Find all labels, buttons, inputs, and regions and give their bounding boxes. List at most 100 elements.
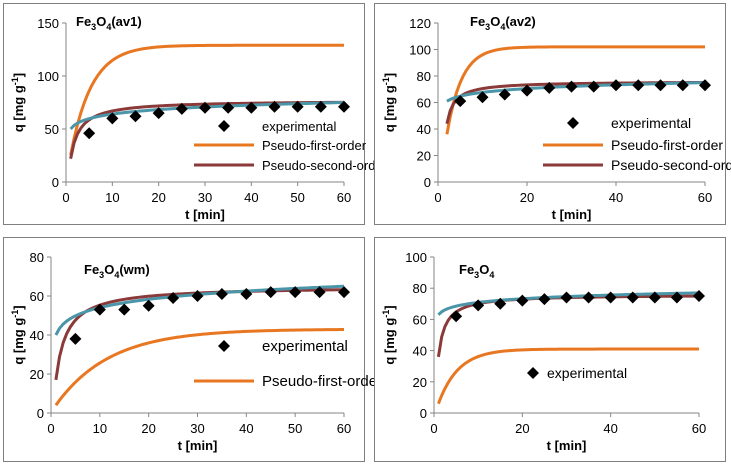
experimental-marker bbox=[215, 288, 228, 301]
chart-panel-fe3o4: 0 20 40 60 80 100 0 20 40 60 t [min] q [mg g-1] Fe3O… bbox=[374, 237, 726, 462]
experimental-marker bbox=[268, 100, 281, 113]
x-tick-label: 10 bbox=[105, 190, 119, 205]
experimental-marker bbox=[245, 101, 258, 114]
y-axis-label: q [mg g-1] bbox=[10, 305, 26, 364]
y-tick-label: 150 bbox=[37, 16, 59, 31]
experimental-marker bbox=[175, 102, 188, 115]
experimental-marker bbox=[543, 81, 556, 94]
legend-label: Pseudo-first-order bbox=[262, 373, 382, 390]
experimental-marker bbox=[106, 112, 119, 125]
legend-label: experimental bbox=[262, 119, 337, 134]
experimental-marker bbox=[191, 290, 204, 302]
chart-svg-av2: 0 20 40 60 80 100 120 0 20 40 60 t [min] q [mg g-1] F… bbox=[381, 14, 731, 222]
experimental-marker bbox=[264, 286, 277, 299]
experimental-marker bbox=[587, 80, 600, 93]
y-tick-label: 80 bbox=[30, 250, 44, 265]
x-tick-label: 0 bbox=[62, 190, 69, 205]
experimental-marker bbox=[693, 290, 705, 302]
chart-title: Fe3O4(av1) bbox=[76, 14, 142, 32]
pseudo-first-order-curve bbox=[54, 328, 345, 407]
x-tick-label: 30 bbox=[198, 190, 212, 205]
y-axis-label: q [mg g-1] bbox=[381, 305, 397, 364]
x-axis-label: t [min] bbox=[178, 438, 218, 453]
legend-label: Pseudo-second-order bbox=[611, 157, 731, 173]
chart-svg-av1: 0 50 100 150 0 10 20 30 40 50 60 t [min] q [mg g-1] F… bbox=[10, 14, 388, 222]
legend-label: Pseudo-first-order bbox=[611, 137, 723, 153]
x-tick-label: 40 bbox=[603, 421, 617, 436]
y-tick-label: 100 bbox=[405, 250, 427, 265]
legend-experimental-marker bbox=[218, 120, 230, 132]
experimental-marker bbox=[167, 291, 180, 304]
x-tick-label: 40 bbox=[244, 190, 258, 205]
experimental-marker bbox=[670, 291, 683, 304]
y-tick-label: 0 bbox=[424, 175, 431, 190]
experimental-marker bbox=[338, 100, 350, 113]
experimental-marker bbox=[222, 101, 235, 114]
experimental-marker bbox=[582, 291, 595, 304]
x-axis-label: t [min] bbox=[547, 438, 587, 453]
chart-title: Fe3O4(wm) bbox=[84, 262, 150, 280]
experimental-marker bbox=[93, 303, 106, 316]
experimental-marker bbox=[699, 79, 711, 92]
experimental-marker bbox=[118, 303, 131, 316]
legend-label: experimental bbox=[262, 338, 348, 355]
x-tick-label: 50 bbox=[290, 190, 304, 205]
experimental-marker bbox=[129, 110, 142, 123]
chart-panel-av1: 0 50 100 150 0 10 20 30 40 50 60 t [min] q [mg g-1] F… bbox=[3, 3, 388, 225]
experimental-marker bbox=[450, 310, 463, 323]
x-tick-label: 60 bbox=[337, 421, 351, 436]
experimental-marker bbox=[494, 297, 507, 310]
y-tick-label: 100 bbox=[37, 69, 59, 84]
x-tick-label: 0 bbox=[434, 190, 441, 205]
x-tick-label: 0 bbox=[47, 421, 54, 436]
chart-title: Fe3O4 bbox=[459, 262, 494, 280]
experimental-marker bbox=[313, 286, 326, 299]
x-tick-label: 20 bbox=[520, 190, 534, 205]
experimental-marker bbox=[604, 291, 617, 304]
x-tick-label: 60 bbox=[337, 190, 351, 205]
x-axis-label: t [min] bbox=[185, 207, 225, 222]
y-tick-label: 60 bbox=[417, 96, 431, 111]
experimental-marker bbox=[83, 127, 96, 140]
experimental-marker bbox=[199, 101, 211, 114]
y-tick-label: 20 bbox=[413, 375, 427, 390]
legend-label: Pseudo-second-order bbox=[262, 158, 388, 173]
experimental-marker bbox=[610, 79, 622, 92]
pseudo-first-order-curve bbox=[437, 347, 700, 405]
legend-label: experimental bbox=[611, 115, 691, 131]
x-tick-label: 10 bbox=[93, 421, 107, 436]
y-tick-label: 80 bbox=[417, 69, 431, 84]
experimental-marker bbox=[676, 79, 689, 92]
experimental-marker bbox=[69, 332, 82, 345]
legend-experimental-marker bbox=[567, 117, 579, 129]
y-tick-label: 40 bbox=[417, 122, 431, 137]
chart-svg-fe3o4: 0 20 40 60 80 100 0 20 40 60 t [min] q [mg g-1] Fe3O… bbox=[381, 250, 706, 453]
x-tick-label: 60 bbox=[692, 421, 706, 436]
y-tick-label: 50 bbox=[45, 122, 59, 137]
y-tick-label: 60 bbox=[413, 312, 427, 327]
x-tick-label: 50 bbox=[288, 421, 302, 436]
experimental-marker bbox=[626, 291, 639, 304]
y-tick-label: 120 bbox=[409, 16, 431, 31]
y-tick-label: 20 bbox=[417, 149, 431, 164]
y-tick-label: 0 bbox=[37, 406, 44, 421]
experimental-marker bbox=[565, 80, 578, 93]
x-tick-label: 20 bbox=[141, 421, 155, 436]
experimental-marker bbox=[498, 88, 511, 101]
experimental-marker bbox=[560, 291, 573, 304]
legend-experimental-marker bbox=[218, 340, 230, 352]
experimental-marker bbox=[338, 286, 350, 299]
x-tick-label: 40 bbox=[239, 421, 253, 436]
experimental-marker bbox=[152, 107, 165, 120]
pseudo-first-order-curve bbox=[445, 45, 705, 135]
experimental-marker bbox=[654, 79, 667, 92]
y-tick-label: 0 bbox=[52, 175, 59, 190]
x-tick-label: 20 bbox=[515, 421, 529, 436]
pseudo-first-order-curve bbox=[69, 43, 345, 156]
x-tick-label: 20 bbox=[151, 190, 165, 205]
experimental-marker bbox=[538, 293, 551, 306]
x-tick-label: 40 bbox=[609, 190, 623, 205]
experimental-marker bbox=[476, 91, 489, 104]
y-tick-label: 80 bbox=[413, 281, 427, 296]
experimental-marker bbox=[521, 84, 533, 97]
